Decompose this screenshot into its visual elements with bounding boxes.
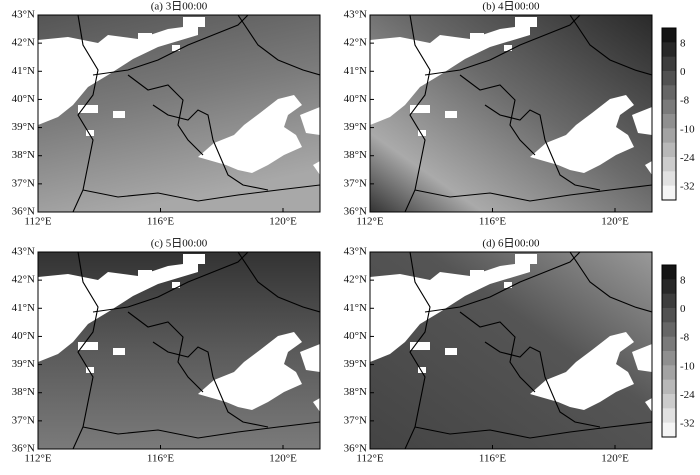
lat-label: 38°N — [344, 149, 367, 161]
lat-label: 40°N — [12, 330, 35, 342]
lat-label: 43°N — [344, 246, 367, 258]
lat-label: 39°N — [344, 358, 367, 370]
lat-label: 40°N — [12, 93, 35, 105]
colorbar-band — [662, 157, 676, 172]
frame — [369, 251, 653, 450]
lat-label: 43°N — [12, 9, 35, 21]
colorbar-band — [662, 128, 676, 144]
colorbar-band — [662, 279, 676, 295]
colorbar-band — [662, 336, 676, 352]
lat-label: 41°N — [344, 302, 367, 314]
lon-label: 120°E — [269, 216, 297, 228]
lat-label: 37°N — [344, 414, 367, 426]
colorbar-label: -32 — [680, 181, 695, 193]
colorbar-label: -10 — [680, 123, 695, 135]
panel-title: (c) 5日00:00 — [151, 238, 208, 250]
lat-label: 42°N — [12, 37, 35, 49]
colorbar-label: 8 — [680, 37, 686, 49]
lat-label: 41°N — [344, 65, 367, 77]
lon-label: 116°E — [479, 453, 506, 465]
colorbar-frame — [661, 27, 677, 201]
colorbar-band — [662, 71, 676, 86]
colorbar-label: -32 — [680, 418, 695, 430]
colorbar-label: 0 — [680, 66, 686, 78]
colorbar-band — [662, 379, 676, 395]
frame — [369, 14, 653, 213]
colorbar-band — [662, 422, 676, 438]
lat-label: 43°N — [12, 246, 35, 258]
colorbar-band — [662, 28, 676, 43]
frame — [37, 14, 321, 213]
map — [38, 15, 320, 212]
panel-title: (b) 4日00:00 — [482, 1, 540, 13]
colorbar-band — [662, 308, 676, 323]
lon-label: 120°E — [269, 453, 297, 465]
lon-label: 112°E — [24, 216, 51, 228]
lat-label: 41°N — [12, 65, 35, 77]
colorbar-band — [662, 265, 676, 280]
colorbar-label: -24 — [680, 389, 695, 401]
lat-label: 36°N — [12, 443, 35, 455]
colorbar-band — [662, 365, 676, 381]
lat-label: 42°N — [344, 274, 367, 286]
colorbar-frame — [661, 264, 677, 438]
colorbar-band — [662, 171, 676, 187]
lon-label: 116°E — [147, 216, 174, 228]
panel-title: (d) 6日00:00 — [482, 238, 540, 250]
map — [370, 15, 652, 212]
lon-label: 112°E — [356, 453, 383, 465]
lat-label: 43°N — [344, 9, 367, 21]
colorbar-label: 0 — [680, 303, 686, 315]
lat-label: 39°N — [12, 121, 35, 133]
lat-label: 36°N — [344, 206, 367, 218]
colorbar-label: -24 — [680, 152, 695, 164]
map — [38, 252, 320, 449]
lon-label: 116°E — [479, 216, 506, 228]
colorbar-band — [662, 408, 676, 424]
lat-label: 42°N — [344, 37, 367, 49]
lat-label: 39°N — [12, 358, 35, 370]
colorbar-band — [662, 114, 676, 129]
lon-label: 120°E — [601, 216, 629, 228]
colorbar-label: -10 — [680, 360, 695, 372]
lat-label: 42°N — [12, 274, 35, 286]
lat-label: 37°N — [344, 177, 367, 189]
lon-label: 116°E — [147, 453, 174, 465]
colorbar-label: -8 — [680, 332, 690, 344]
colorbar-band — [662, 99, 676, 115]
map — [370, 252, 652, 449]
lat-label: 36°N — [12, 206, 35, 218]
colorbar-band — [662, 56, 676, 72]
lon-label: 112°E — [356, 216, 383, 228]
lon-label: 112°E — [24, 453, 51, 465]
colorbar-band — [662, 142, 676, 158]
lat-label: 38°N — [12, 149, 35, 161]
colorbar-band — [662, 42, 676, 58]
colorbar-band — [662, 322, 676, 338]
colorbar-label: 8 — [680, 274, 686, 286]
lat-label: 40°N — [344, 93, 367, 105]
colorbar-band — [662, 394, 676, 409]
colorbar-band — [662, 85, 676, 101]
panel-title: (a) 3日00:00 — [151, 1, 208, 13]
lon-label: 120°E — [601, 453, 629, 465]
frame — [37, 251, 321, 450]
lat-label: 37°N — [12, 177, 35, 189]
colorbar-band — [662, 351, 676, 366]
lat-label: 41°N — [12, 302, 35, 314]
lat-label: 40°N — [344, 330, 367, 342]
lat-label: 38°N — [344, 386, 367, 398]
colorbar-band — [662, 185, 676, 201]
lat-label: 39°N — [344, 121, 367, 133]
colorbar-band — [662, 293, 676, 309]
lat-label: 38°N — [12, 386, 35, 398]
colorbar-label: -8 — [680, 95, 690, 107]
lat-label: 37°N — [12, 414, 35, 426]
lat-label: 36°N — [344, 443, 367, 455]
